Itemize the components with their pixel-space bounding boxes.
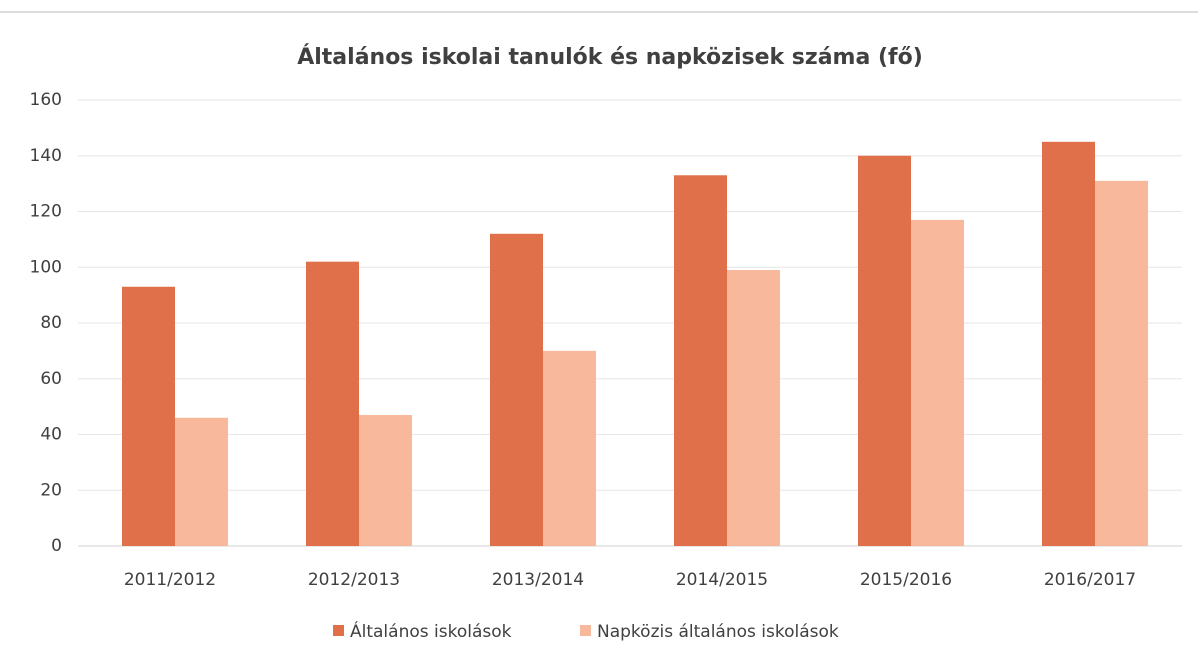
- bar: [543, 350, 596, 546]
- bar: [122, 286, 175, 546]
- y-tick-label: 140: [30, 146, 62, 166]
- y-tick-label: 100: [30, 257, 62, 277]
- y-tick-label: 120: [30, 202, 62, 222]
- x-tick-label: 2011/2012: [124, 570, 216, 590]
- bar: [674, 175, 727, 546]
- x-tick-label: 2013/2014: [492, 570, 584, 590]
- x-tick-label: 2016/2017: [1044, 570, 1136, 590]
- y-tick-label: 80: [40, 313, 62, 333]
- x-tick-label: 2014/2015: [676, 570, 768, 590]
- y-tick-label: 160: [30, 90, 62, 110]
- legend-label: Általános iskolások: [350, 620, 512, 642]
- bar: [359, 414, 412, 546]
- y-tick-label: 40: [40, 425, 62, 445]
- x-tick-label: 2012/2013: [308, 570, 400, 590]
- x-tick-label: 2015/2016: [860, 570, 952, 590]
- bar: [911, 219, 964, 547]
- bar: [727, 270, 780, 546]
- y-tick-label: 0: [51, 536, 62, 556]
- bar: [306, 261, 359, 546]
- y-tick-label: 60: [40, 369, 62, 389]
- bar: [490, 233, 543, 547]
- y-tick-label: 20: [40, 480, 62, 500]
- legend-swatch: [580, 625, 591, 636]
- chart-title: Általános iskolai tanulók és napközisek …: [297, 44, 923, 70]
- bar: [858, 155, 911, 546]
- bar: [1042, 141, 1095, 546]
- bar: [175, 417, 228, 546]
- bar: [1095, 180, 1148, 546]
- legend-swatch: [333, 625, 344, 636]
- legend-label: Napközis általános iskolások: [597, 622, 839, 642]
